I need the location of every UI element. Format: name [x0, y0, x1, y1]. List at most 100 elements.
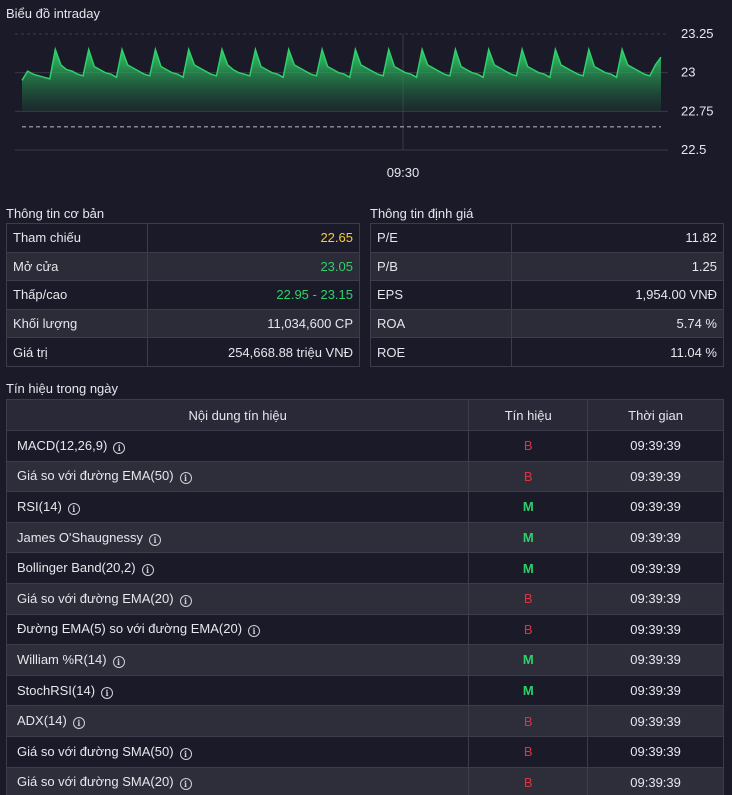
- y-tick-label: 22.5: [681, 142, 706, 157]
- open-price-label: Mở cửa: [6, 251, 148, 282]
- trade-value-label: Giá trị: [6, 337, 148, 367]
- signal-time: 09:39:39: [587, 582, 724, 615]
- signal-value: B: [468, 430, 589, 462]
- roe-label: ROE: [370, 337, 512, 367]
- signal-time: 09:39:39: [587, 491, 724, 523]
- table-row: ADX(14) i B 09:39:39: [5, 705, 724, 737]
- table-row: James O'Shaugnessy i M 09:39:39: [5, 521, 724, 554]
- signal-name: Bollinger Band(20,2): [17, 560, 136, 576]
- y-tick-label: 23.25: [681, 26, 714, 41]
- signal-time: 09:39:39: [587, 613, 724, 646]
- table-row: Mở cửa 23.05: [6, 251, 361, 282]
- info-icon[interactable]: i: [149, 533, 162, 546]
- signal-value: B: [468, 766, 589, 795]
- price-area: [22, 49, 661, 112]
- low-high-value: 22.95 - 23.15: [146, 280, 361, 310]
- signal-time: 09:39:39: [587, 644, 724, 676]
- info-icon[interactable]: i: [67, 502, 80, 515]
- signal-name-cell: Giá so với đường EMA(20) i: [5, 582, 470, 615]
- signal-name-cell: Đường EMA(5) so với đường EMA(20) i: [5, 613, 470, 646]
- signal-time: 09:39:39: [587, 705, 724, 737]
- valuation-info-title: Thông tin định giá: [370, 206, 474, 221]
- table-row: ROE 11.04 %: [370, 337, 725, 367]
- volume-label: Khối lượng: [6, 308, 148, 339]
- signal-value: M: [468, 644, 589, 676]
- price-line: [21, 46, 662, 81]
- col-header-content: Nội dung tín hiệu: [5, 399, 470, 431]
- info-icon[interactable]: i: [179, 778, 192, 791]
- table-row: P/E 11.82: [370, 223, 725, 253]
- eps-value: 1,954.00 VNĐ: [510, 280, 725, 310]
- signal-value: B: [468, 460, 589, 493]
- table-row: ROA 5.74 %: [370, 308, 725, 339]
- roe-value: 11.04 %: [510, 337, 725, 367]
- table-row: Giá so với đường EMA(20) i B 09:39:39: [5, 582, 724, 615]
- signals-title: Tín hiệu trong ngày: [6, 381, 119, 396]
- info-icon[interactable]: i: [112, 655, 125, 668]
- signal-name-cell: William %R(14) i: [5, 644, 470, 676]
- signal-value: B: [468, 582, 589, 615]
- table-row: Giá so với đường SMA(20) i B 09:39:39: [5, 766, 724, 795]
- info-icon[interactable]: i: [179, 747, 192, 760]
- table-row: MACD(12,26,9) i B 09:39:39: [5, 430, 724, 462]
- open-price-value: 23.05: [146, 251, 361, 282]
- signal-value: M: [468, 491, 589, 523]
- roa-value: 5.74 %: [510, 308, 725, 339]
- info-icon[interactable]: i: [179, 472, 192, 485]
- signal-value: B: [468, 735, 589, 768]
- signal-name: Đường EMA(5) so với đường EMA(20): [17, 621, 243, 637]
- table-row: EPS 1,954.00 VNĐ: [370, 280, 725, 310]
- table-row: Khối lượng 11,034,600 CP: [6, 308, 361, 339]
- x-tick-label: 09:30: [387, 165, 420, 180]
- basic-info-title: Thông tin cơ bản: [6, 206, 105, 221]
- chart-title: Biểu đồ intraday: [6, 6, 100, 21]
- basic-info-table: Tham chiếu 22.65 Mở cửa 23.05 Thấp/cao 2…: [6, 223, 361, 367]
- pe-value: 11.82: [510, 223, 725, 253]
- signal-name: Giá so với đường SMA(20): [17, 774, 174, 790]
- table-row: William %R(14) i M 09:39:39: [5, 644, 724, 676]
- info-icon[interactable]: i: [248, 625, 261, 638]
- signal-name: MACD(12,26,9): [17, 437, 108, 453]
- signal-name-cell: StochRSI(14) i: [5, 674, 470, 707]
- info-icon[interactable]: i: [113, 441, 126, 454]
- signal-name-cell: MACD(12,26,9) i: [5, 430, 470, 462]
- intraday-chart-svg: 23.25 23 22.75 22.5 09:30: [15, 26, 714, 180]
- table-row: Giá trị 254,668.88 triệu VNĐ: [6, 337, 361, 367]
- valuation-info-table: P/E 11.82 P/B 1.25 EPS 1,954.00 VNĐ ROA …: [370, 223, 725, 367]
- trade-value-value: 254,668.88 triệu VNĐ: [146, 337, 361, 367]
- table-row: Bollinger Band(20,2) i M 09:39:39: [5, 552, 724, 584]
- table-row: RSI(14) i M 09:39:39: [5, 491, 724, 523]
- table-row: P/B 1.25: [370, 251, 725, 282]
- table-row: Giá so với đường EMA(50) i B 09:39:39: [5, 460, 724, 493]
- roa-label: ROA: [370, 308, 512, 339]
- signal-name-cell: Bollinger Band(20,2) i: [5, 552, 470, 584]
- low-high-label: Thấp/cao: [6, 280, 148, 310]
- signal-name-cell: James O'Shaugnessy i: [5, 521, 470, 554]
- signal-time: 09:39:39: [587, 674, 724, 707]
- eps-label: EPS: [370, 280, 512, 310]
- info-icon[interactable]: i: [141, 564, 154, 577]
- volume-value: 11,034,600 CP: [146, 308, 361, 339]
- table-row: Thấp/cao 22.95 - 23.15: [6, 280, 361, 310]
- col-header-signal: Tín hiệu: [468, 399, 589, 431]
- signal-time: 09:39:39: [587, 521, 724, 554]
- y-tick-label: 23: [681, 65, 695, 80]
- signal-time: 09:39:39: [587, 766, 724, 795]
- signal-name: StochRSI(14): [17, 682, 96, 698]
- signal-value: B: [468, 705, 589, 737]
- y-tick-label: 22.75: [681, 103, 714, 118]
- signals-header-row: Nội dung tín hiệu Tín hiệu Thời gian: [5, 399, 724, 431]
- signal-value: M: [468, 552, 589, 584]
- signal-name-cell: ADX(14) i: [5, 705, 470, 737]
- info-icon[interactable]: i: [179, 594, 192, 607]
- signal-value: M: [468, 674, 589, 707]
- col-header-time: Thời gian: [587, 399, 724, 431]
- signal-name: William %R(14): [17, 651, 107, 667]
- info-icon[interactable]: i: [101, 686, 114, 699]
- ref-price-label: Tham chiếu: [6, 223, 148, 253]
- signal-name: Giá so với đường EMA(50): [17, 468, 174, 484]
- signals-table: Nội dung tín hiệu Tín hiệu Thời gian MAC…: [5, 399, 724, 795]
- ref-price-value: 22.65: [146, 223, 361, 253]
- signal-time: 09:39:39: [587, 430, 724, 462]
- info-icon[interactable]: i: [72, 717, 85, 730]
